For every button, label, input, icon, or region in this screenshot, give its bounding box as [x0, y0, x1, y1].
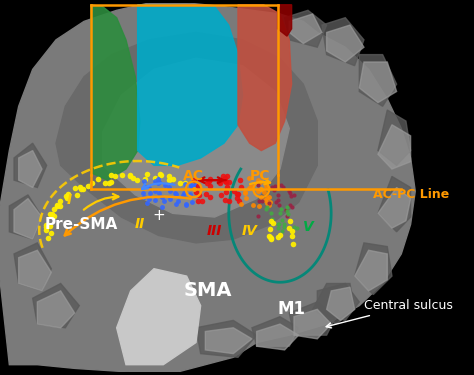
- Polygon shape: [289, 14, 322, 44]
- Polygon shape: [9, 195, 42, 239]
- Text: +: +: [152, 208, 165, 223]
- Polygon shape: [322, 18, 364, 66]
- Polygon shape: [289, 302, 336, 335]
- Polygon shape: [327, 25, 364, 62]
- Text: Pre-SMA: Pre-SMA: [45, 217, 118, 232]
- Polygon shape: [137, 5, 243, 165]
- Polygon shape: [355, 250, 387, 291]
- Polygon shape: [14, 143, 46, 188]
- Polygon shape: [278, 5, 292, 36]
- Polygon shape: [313, 284, 355, 324]
- Polygon shape: [294, 309, 331, 339]
- Polygon shape: [205, 328, 252, 354]
- Polygon shape: [359, 55, 397, 106]
- Polygon shape: [284, 10, 327, 47]
- Text: M1: M1: [278, 300, 306, 318]
- Text: IV: IV: [242, 224, 257, 238]
- Polygon shape: [18, 151, 42, 188]
- Text: Central sulcus: Central sulcus: [326, 299, 453, 328]
- Polygon shape: [378, 110, 410, 165]
- Polygon shape: [14, 243, 51, 291]
- Polygon shape: [14, 199, 42, 239]
- Polygon shape: [359, 62, 397, 103]
- Text: II: II: [135, 217, 145, 231]
- Text: AC: AC: [183, 169, 204, 183]
- Polygon shape: [56, 33, 317, 243]
- Text: PC: PC: [250, 169, 271, 183]
- Polygon shape: [0, 3, 415, 372]
- Polygon shape: [18, 250, 51, 291]
- Text: III: III: [207, 224, 222, 238]
- Polygon shape: [37, 291, 75, 328]
- Polygon shape: [103, 58, 289, 217]
- Polygon shape: [256, 324, 299, 350]
- Polygon shape: [378, 125, 410, 169]
- Polygon shape: [327, 287, 355, 320]
- Polygon shape: [238, 5, 292, 151]
- Polygon shape: [378, 188, 410, 228]
- Polygon shape: [117, 269, 201, 365]
- Text: SMA: SMA: [183, 281, 232, 300]
- Polygon shape: [252, 317, 299, 346]
- Polygon shape: [317, 284, 359, 320]
- Polygon shape: [355, 243, 392, 294]
- Text: AC-PC Line: AC-PC Line: [374, 188, 449, 201]
- Polygon shape: [378, 176, 410, 232]
- Polygon shape: [91, 5, 140, 180]
- Text: V: V: [302, 220, 313, 234]
- Text: I: I: [66, 194, 72, 207]
- Polygon shape: [33, 284, 79, 328]
- Polygon shape: [196, 320, 256, 357]
